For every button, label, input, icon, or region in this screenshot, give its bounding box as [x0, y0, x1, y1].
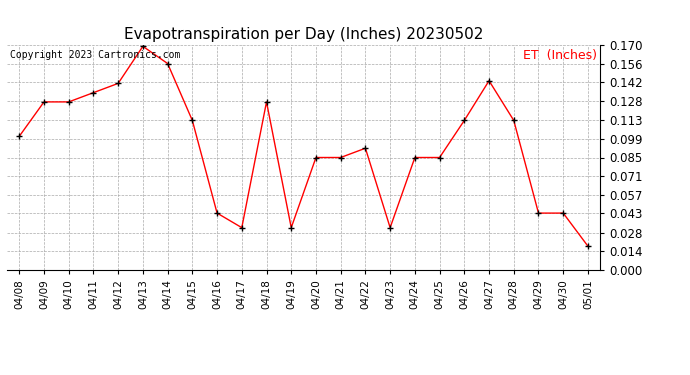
Title: Evapotranspiration per Day (Inches) 20230502: Evapotranspiration per Day (Inches) 2023… — [124, 27, 483, 42]
Text: Copyright 2023 Cartronics.com: Copyright 2023 Cartronics.com — [10, 50, 180, 60]
Text: ET  (Inches): ET (Inches) — [523, 50, 598, 63]
